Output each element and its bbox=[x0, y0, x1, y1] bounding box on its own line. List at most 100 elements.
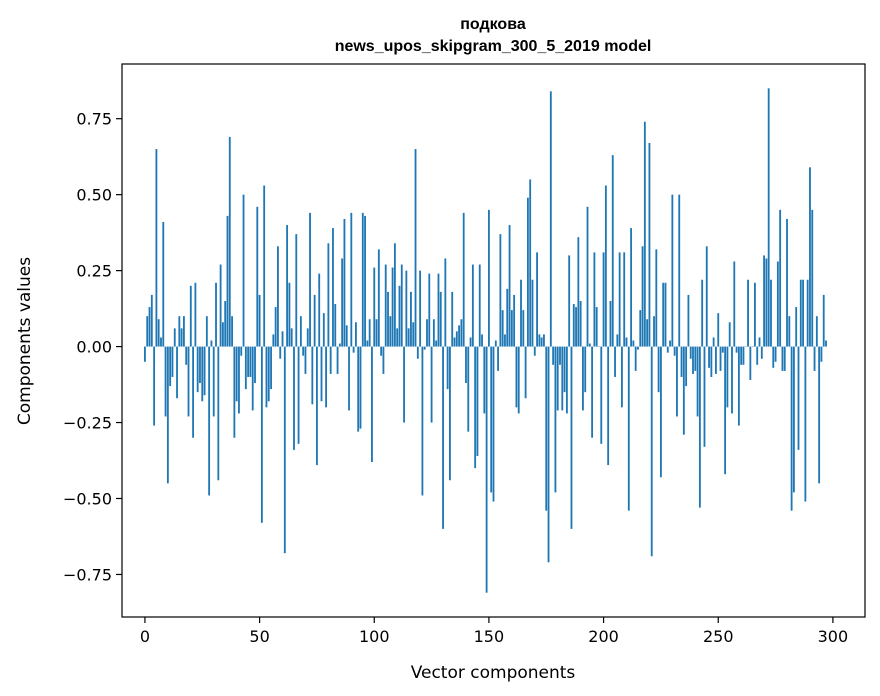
bar bbox=[698, 346, 701, 508]
bar bbox=[361, 212, 364, 347]
bar bbox=[591, 346, 594, 438]
bar bbox=[609, 301, 612, 347]
bar bbox=[639, 310, 642, 347]
bar bbox=[547, 346, 550, 563]
y-tick-label: 0.25 bbox=[76, 262, 112, 281]
bar bbox=[529, 179, 532, 347]
bar bbox=[588, 343, 591, 347]
bar bbox=[607, 346, 610, 466]
bar bbox=[740, 346, 743, 365]
bar bbox=[221, 322, 224, 347]
bar bbox=[242, 194, 245, 347]
bar bbox=[731, 346, 733, 414]
bar bbox=[724, 346, 727, 475]
bar bbox=[414, 149, 417, 347]
bar bbox=[410, 291, 412, 347]
bar bbox=[632, 340, 635, 347]
bar bbox=[460, 319, 463, 347]
bar bbox=[490, 346, 493, 493]
x-axis-label: Vector components bbox=[411, 663, 576, 683]
bar bbox=[616, 334, 619, 347]
bar bbox=[474, 346, 477, 469]
bar bbox=[453, 337, 456, 347]
bar bbox=[733, 261, 736, 347]
bar bbox=[403, 346, 405, 423]
bar bbox=[483, 346, 486, 414]
bar bbox=[297, 346, 300, 444]
bar bbox=[256, 206, 259, 347]
bar bbox=[818, 346, 821, 484]
bar bbox=[770, 279, 772, 347]
bar bbox=[199, 346, 201, 384]
bar bbox=[421, 346, 424, 496]
bar bbox=[157, 319, 160, 347]
bar bbox=[224, 301, 227, 347]
bar bbox=[501, 310, 504, 347]
bar bbox=[575, 307, 577, 347]
bar bbox=[790, 346, 793, 511]
bar bbox=[288, 282, 291, 347]
bar bbox=[343, 218, 346, 347]
bar bbox=[552, 346, 555, 365]
bar bbox=[742, 346, 745, 365]
bar bbox=[508, 225, 511, 347]
bar bbox=[313, 294, 316, 347]
bar bbox=[471, 264, 474, 347]
bar bbox=[637, 346, 639, 350]
bar bbox=[554, 346, 557, 493]
bar bbox=[783, 346, 786, 371]
bar bbox=[662, 282, 665, 347]
bar bbox=[283, 346, 286, 554]
bar bbox=[368, 319, 371, 347]
bar bbox=[405, 270, 408, 347]
bar bbox=[196, 346, 199, 393]
bar bbox=[653, 316, 655, 347]
bar bbox=[492, 346, 495, 502]
bar bbox=[306, 328, 309, 347]
bar bbox=[295, 234, 298, 347]
bar bbox=[799, 279, 802, 347]
bar bbox=[254, 346, 256, 384]
bar bbox=[249, 346, 252, 377]
bar bbox=[708, 346, 710, 368]
bar bbox=[173, 328, 176, 347]
bar bbox=[538, 334, 541, 347]
bar bbox=[309, 212, 311, 347]
bar bbox=[813, 346, 816, 371]
bar bbox=[481, 334, 483, 347]
bar bbox=[811, 209, 814, 347]
bar bbox=[215, 282, 217, 347]
bar bbox=[643, 121, 646, 347]
bar bbox=[279, 346, 282, 359]
bar bbox=[627, 346, 630, 511]
bar bbox=[582, 346, 584, 411]
bar bbox=[377, 249, 380, 347]
bar bbox=[595, 307, 598, 347]
bar bbox=[281, 331, 284, 347]
bar bbox=[192, 346, 194, 438]
x-tick-label: 50 bbox=[249, 627, 269, 646]
bar bbox=[265, 346, 268, 408]
bar bbox=[398, 285, 401, 347]
bar bbox=[210, 340, 213, 347]
bar bbox=[217, 346, 220, 481]
bar bbox=[536, 252, 538, 347]
bar bbox=[176, 346, 178, 399]
bars-group bbox=[144, 88, 827, 593]
bar bbox=[600, 346, 603, 444]
bar bbox=[387, 291, 389, 347]
bar bbox=[804, 346, 807, 502]
bar bbox=[494, 340, 497, 347]
bar bbox=[244, 346, 247, 390]
bar bbox=[226, 215, 229, 347]
bar bbox=[260, 346, 263, 523]
bar bbox=[692, 346, 694, 374]
bar bbox=[666, 346, 669, 353]
bar bbox=[719, 346, 722, 371]
bar bbox=[320, 346, 323, 402]
y-axis-label: Components values bbox=[15, 257, 35, 425]
bar bbox=[531, 279, 534, 347]
bar bbox=[767, 88, 770, 347]
bar bbox=[327, 243, 330, 347]
bar bbox=[341, 258, 344, 347]
